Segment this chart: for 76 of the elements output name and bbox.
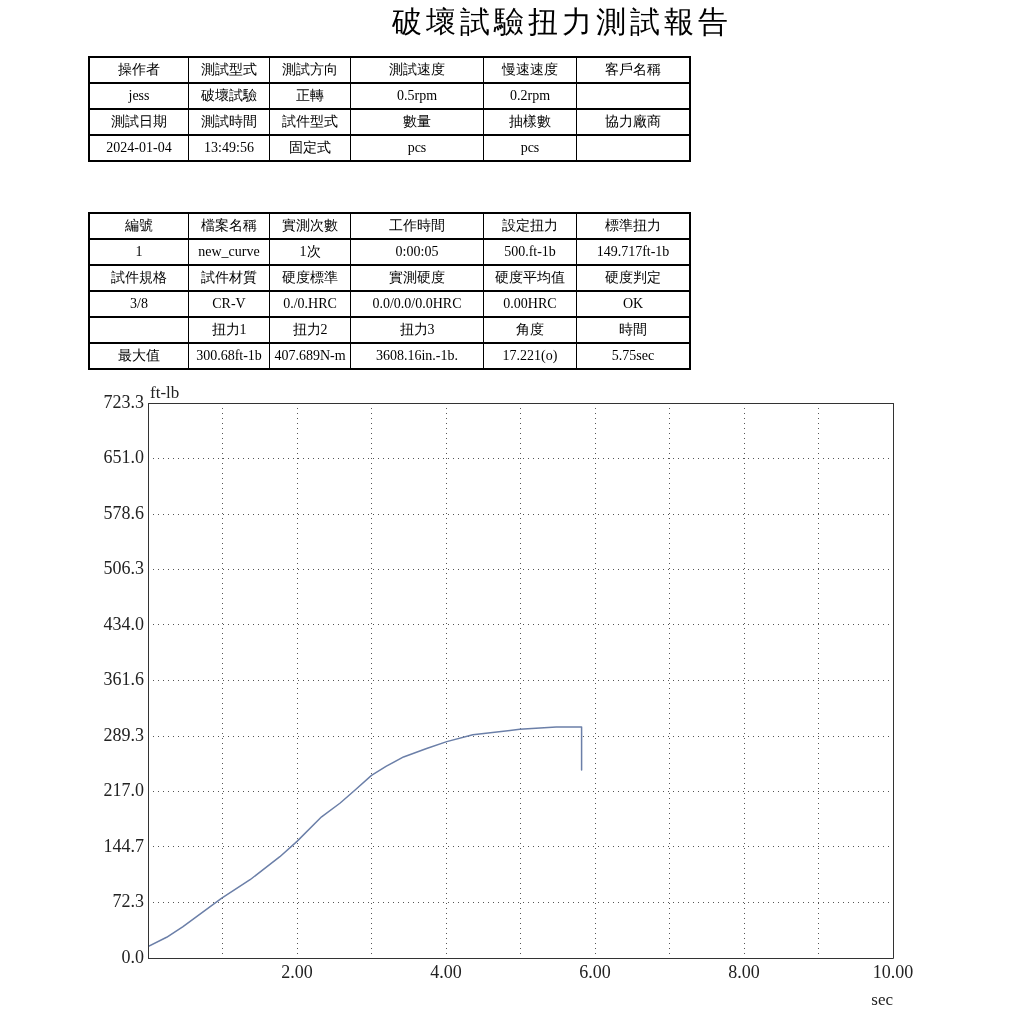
text: 3/8: [89, 291, 189, 317]
text: 慢速速度: [483, 57, 577, 83]
text: 2024-01-04: [89, 135, 189, 161]
text: jess: [89, 83, 189, 109]
text: 測試日期: [89, 109, 189, 135]
text: 0.5rpm: [350, 83, 484, 109]
text: 硬度判定: [576, 265, 690, 291]
text: 硬度平均值: [483, 265, 577, 291]
text: 標準扭力: [576, 213, 690, 239]
y-tick-label: 361.6: [103, 669, 144, 690]
text: 測試方向: [269, 57, 351, 83]
y-tick-label: 144.7: [103, 835, 144, 856]
text: OK: [576, 291, 690, 317]
text: 0./0.HRC: [269, 291, 351, 317]
text: 最大值: [89, 343, 189, 369]
y-tick-label: 289.3: [103, 724, 144, 745]
y-axis-title: ft-lb: [150, 382, 180, 402]
text: 扭力1: [188, 317, 270, 343]
text: 檔案名稱: [188, 213, 270, 239]
text: 抽樣數: [483, 109, 577, 135]
text: 0.00HRC: [483, 291, 577, 317]
y-tick-label: 723.3: [103, 391, 144, 412]
text: 實測次數: [269, 213, 351, 239]
text: 硬度標準: [269, 265, 351, 291]
x-tick-label: 4.00: [430, 961, 462, 982]
text: 設定扭力: [483, 213, 577, 239]
x-tick-label: 2.00: [281, 961, 313, 982]
text: 13:49:56: [188, 135, 270, 161]
text: 扭力2: [269, 317, 351, 343]
text: new_curve: [188, 239, 270, 265]
text: 測試型式: [188, 57, 270, 83]
text: 149.717ft-1b: [576, 239, 690, 265]
text: 500.ft-1b: [483, 239, 577, 265]
y-tick-label: 434.0: [103, 613, 144, 634]
text: 扭力3: [350, 317, 484, 343]
text: 編號: [89, 213, 189, 239]
text: CR-V: [188, 291, 270, 317]
text: pcs: [350, 135, 484, 161]
text: 17.221(o): [483, 343, 577, 369]
text: 407.689N-m: [269, 343, 351, 369]
y-tick-label: 651.0: [103, 447, 144, 468]
x-axis-title: sec: [871, 989, 894, 1009]
x-tick-label: 10.00: [872, 961, 914, 982]
text: pcs: [483, 135, 577, 161]
text: 測試速度: [350, 57, 484, 83]
text: 正轉: [269, 83, 351, 109]
y-tick-label: 506.3: [103, 558, 144, 579]
text: 協力廠商: [576, 109, 690, 135]
text: 試件型式: [269, 109, 351, 135]
text: 數量: [350, 109, 484, 135]
text: 工作時間: [350, 213, 484, 239]
text: 0.0/0.0/0.0HRC: [350, 291, 484, 317]
text: 5.75sec: [576, 343, 690, 369]
text: 0:00:05: [350, 239, 484, 265]
text: 試件材質: [188, 265, 270, 291]
text: 0.2rpm: [483, 83, 577, 109]
y-tick-label: 578.6: [103, 502, 144, 523]
text: 客戶名稱: [576, 57, 690, 83]
text: 時間: [576, 317, 690, 343]
text: 試件規格: [89, 265, 189, 291]
text: 固定式: [269, 135, 351, 161]
text: 操作者: [89, 57, 189, 83]
text: 角度: [483, 317, 577, 343]
y-tick-label: 217.0: [103, 780, 144, 801]
text: 1次: [269, 239, 351, 265]
x-tick-label: 6.00: [579, 961, 611, 982]
y-tick-label: 0.0: [121, 946, 144, 967]
text: 破壞試驗扭力測試報告: [391, 4, 733, 40]
text: 實測硬度: [350, 265, 484, 291]
text: 300.68ft-1b: [188, 343, 270, 369]
text: 3608.16in.-1b.: [350, 343, 484, 369]
text: 測試時間: [188, 109, 270, 135]
text: 1: [89, 239, 189, 265]
x-tick-label: 8.00: [728, 961, 760, 982]
y-tick-label: 72.3: [112, 891, 144, 912]
text: 破壞試驗: [188, 83, 270, 109]
